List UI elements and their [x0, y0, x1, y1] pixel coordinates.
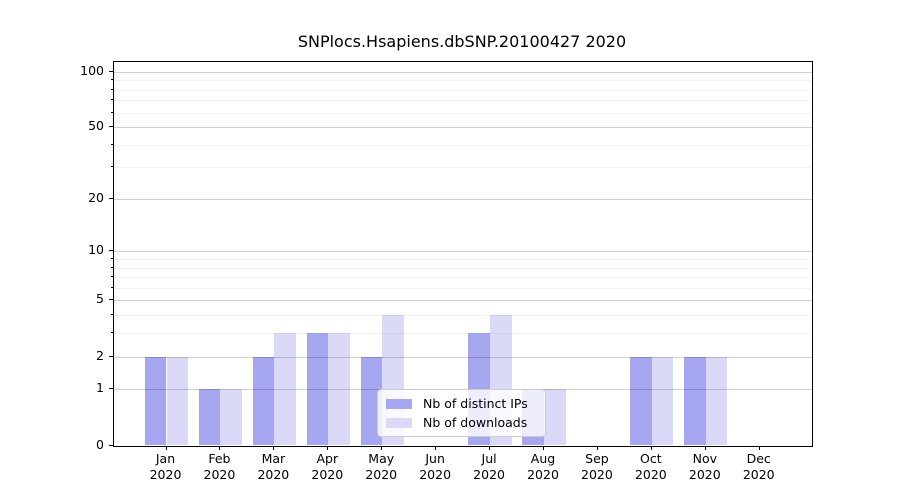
x-tick-mark-oct [650, 445, 652, 450]
y-tick-mark-10 [109, 250, 113, 252]
gridline-minor-9 [114, 258, 812, 260]
bar-downloads-oct [651, 356, 674, 446]
x-tick-mark-jan [165, 445, 167, 450]
gridline-major-10 [114, 251, 812, 253]
y-tick-mark-20 [109, 197, 113, 199]
gridline-minor-80 [114, 89, 812, 91]
legend-label-distinct-ips: Nb of distinct IPs [423, 395, 528, 411]
y-minor-tick-mark-8 [110, 266, 113, 268]
x-tick-label-jun: Jun 2020 [419, 451, 452, 482]
x-tick-mark-jul [489, 445, 491, 450]
gridline-minor-3 [114, 333, 812, 335]
y-tick-label-0: 0 [96, 436, 104, 452]
x-tick-mark-feb [219, 445, 221, 450]
x-tick-mark-may [381, 445, 383, 450]
bar-distinct-ips-may [360, 356, 383, 446]
legend-item-downloads: Nb of downloads [386, 414, 537, 430]
legend-label-downloads: Nb of downloads [423, 414, 528, 430]
bar-downloads-jan [166, 356, 189, 446]
x-tick-label-may: May 2020 [365, 451, 398, 482]
legend: Nb of distinct IPs Nb of downloads [377, 389, 546, 437]
y-tick-mark-100 [109, 70, 113, 72]
y-tick-label-1: 1 [96, 380, 104, 396]
y-minor-tick-mark-9 [110, 257, 113, 259]
chart-title: SNPlocs.Hsapiens.dbSNP.20100427 2020 [297, 32, 627, 51]
y-minor-tick-mark-40 [110, 143, 113, 145]
bar-downloads-aug [544, 389, 566, 446]
gridline-minor-4 [114, 315, 812, 317]
gridline-minor-8 [114, 267, 812, 269]
y-minor-tick-mark-7 [110, 276, 113, 278]
x-tick-label-mar: Mar 2020 [257, 451, 290, 482]
bar-distinct-ips-apr [306, 333, 329, 446]
y-tick-label-5: 5 [96, 291, 104, 307]
bar-downloads-nov [705, 356, 728, 446]
x-tick-label-jan: Jan 2020 [149, 451, 182, 482]
gridline-minor-6 [114, 287, 812, 289]
legend-item-distinct-ips: Nb of distinct IPs [386, 395, 537, 411]
y-minor-tick-mark-80 [110, 88, 113, 90]
y-tick-label-100: 100 [80, 62, 104, 78]
bar-distinct-ips-oct [630, 356, 652, 446]
y-minor-tick-mark-70 [110, 99, 113, 101]
gridline-major-5 [114, 300, 812, 302]
y-tick-mark-1 [109, 388, 113, 390]
y-minor-tick-mark-60 [110, 111, 113, 113]
x-tick-label-sep: Sep 2020 [581, 451, 613, 482]
y-tick-label-20: 20 [88, 189, 104, 205]
x-tick-mark-aug [543, 445, 544, 450]
y-tick-label-2: 2 [96, 347, 104, 363]
gridline-major-20 [114, 198, 812, 200]
x-tick-label-dec: Dec 2020 [742, 451, 775, 482]
bar-distinct-ips-feb [198, 389, 221, 446]
bar-downloads-apr [328, 333, 350, 446]
y-tick-mark-0 [109, 444, 113, 446]
gridline-minor-70 [114, 100, 812, 102]
gridline-major-2 [114, 356, 812, 358]
bar-distinct-ips-nov [684, 356, 706, 446]
x-tick-label-jul: Jul 2020 [473, 451, 505, 482]
bar-distinct-ips-jan [144, 356, 167, 446]
legend-swatch-downloads [386, 417, 412, 428]
legend-swatch-distinct-ips [386, 398, 412, 409]
y-minor-tick-mark-6 [110, 286, 113, 288]
plot-area [113, 61, 813, 447]
x-tick-mark-mar [273, 445, 275, 450]
y-tick-label-50: 50 [88, 118, 104, 134]
x-tick-label-aug: Aug 2020 [527, 451, 559, 482]
gridline-minor-7 [114, 277, 812, 279]
x-tick-label-feb: Feb 2020 [203, 451, 236, 482]
x-tick-label-apr: Apr 2020 [311, 451, 344, 482]
x-tick-label-nov: Nov 2020 [688, 451, 721, 482]
y-minor-tick-mark-4 [110, 314, 113, 316]
y-minor-tick-mark-90 [110, 79, 113, 81]
y-tick-mark-5 [109, 299, 113, 301]
grid-layer [114, 62, 812, 446]
gridline-minor-60 [114, 112, 812, 114]
gridline-minor-30 [114, 167, 812, 169]
bar-downloads-feb [220, 389, 243, 446]
y-tick-mark-50 [109, 126, 113, 128]
gridline-minor-90 [114, 80, 812, 82]
gridline-minor-40 [114, 144, 812, 146]
x-tick-mark-jun [435, 445, 437, 450]
gridline-major-50 [114, 127, 812, 129]
x-tick-label-oct: Oct 2020 [634, 451, 667, 482]
y-tick-label-10: 10 [88, 242, 104, 258]
x-tick-mark-dec [758, 445, 760, 450]
gridline-major-100 [114, 71, 812, 73]
x-tick-mark-nov [704, 445, 706, 450]
x-tick-mark-sep [596, 445, 598, 450]
y-minor-tick-mark-3 [110, 332, 113, 334]
bar-distinct-ips-mar [252, 356, 275, 446]
y-tick-mark-2 [109, 355, 113, 357]
x-tick-mark-apr [327, 445, 329, 450]
y-minor-tick-mark-30 [110, 166, 113, 168]
bar-downloads-mar [274, 333, 296, 446]
